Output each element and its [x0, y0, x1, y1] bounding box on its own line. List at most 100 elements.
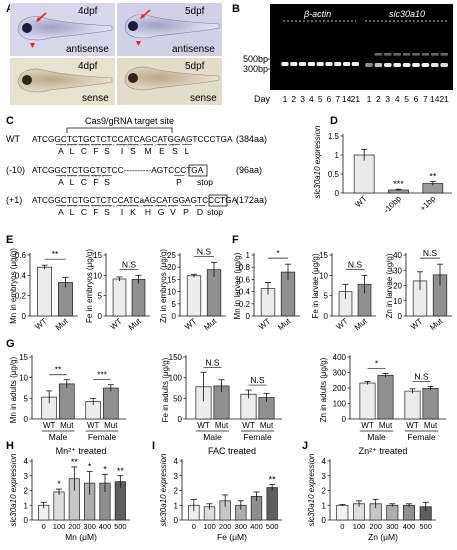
x-tick-label: 0 — [340, 522, 344, 531]
gel-band — [431, 53, 439, 56]
y-tick-label: 4 — [174, 457, 179, 466]
x-tick-label: Mut — [104, 421, 118, 430]
y-tick-label: 3 — [174, 472, 179, 481]
significance-mark: * — [375, 358, 379, 368]
lane-label: 3 — [300, 94, 305, 104]
tile-4dpf-sense: 4dpf sense — [10, 58, 115, 105]
lane-label: 1 — [367, 94, 372, 104]
x-tick-label: Mut — [353, 316, 370, 332]
chart-panel-i: 0 1 2 3 4 slc30a10 expression 0 100 200 300 400 500… — [159, 446, 282, 542]
bar — [102, 387, 119, 420]
group-label: Female — [407, 432, 436, 442]
bar — [402, 504, 416, 521]
y-axis-label: Fe in embryos (μg/g) — [85, 249, 94, 323]
y-tick-label: 0 — [398, 312, 403, 321]
significance-mark: * — [103, 464, 107, 474]
gel-band — [374, 63, 383, 67]
y-tick-label: 0.6 — [239, 275, 251, 284]
y-tick-label: 0 — [98, 312, 103, 321]
x-tick-label: 0 — [42, 522, 46, 531]
amino-acid-label: S — [104, 207, 110, 217]
y-tick-label: 0.5 — [328, 170, 340, 179]
amino-acid-label: A — [58, 177, 64, 187]
x-tick-label: 100 — [53, 522, 66, 531]
significance-mark: *** — [393, 179, 404, 189]
y-tick-label: 5 — [24, 394, 29, 403]
y-tick-label: 1.5 — [328, 132, 340, 141]
target-site-title: Cas9/gRNA target site — [85, 116, 174, 126]
amino-acid-label: C — [81, 146, 87, 156]
y-tick-label: 5 — [172, 300, 177, 309]
amino-acid-label: D — [197, 207, 203, 217]
significance-mark: * — [88, 461, 92, 471]
chart-panel-h: 0 1 2 3 4 slc30a10 expression 0 100 * 200 ** 300 * 40… — [9, 446, 130, 542]
triangle-marker-icon — [136, 41, 141, 46]
x-tick-label: WT — [33, 317, 48, 332]
x-tick-label: WT — [43, 421, 56, 430]
gel-band — [440, 63, 448, 67]
eye — [128, 21, 138, 31]
panel-letter-g: G — [6, 338, 15, 350]
lane-label: 2 — [376, 94, 381, 104]
y-axis-label: Zn in adults (μg/g) — [319, 357, 328, 422]
y-axis-label: Zn in embryos (μg/g) — [159, 249, 168, 323]
amino-acid-label: H — [145, 207, 151, 217]
amino-acid-label: A — [58, 207, 64, 217]
y-tick-label: 1 — [24, 501, 29, 510]
row-tag-minus10: (-10) — [6, 165, 25, 175]
y-tick-label: 0 — [342, 415, 347, 424]
bar — [386, 504, 399, 521]
y-tick-label: 4 — [322, 457, 327, 466]
tile-4dpf-antisense: 4dpf antisense — [10, 3, 115, 56]
amino-acid-label: stop — [207, 207, 223, 217]
gel-band — [384, 53, 392, 56]
x-tick-label: 400 — [99, 522, 112, 531]
y-tick-label: 1 — [174, 501, 179, 510]
amino-acid-label: I — [121, 146, 123, 156]
x-tick-label: 500 — [266, 522, 279, 531]
stop-codon-box — [208, 194, 228, 207]
y-tick-label: 10 — [167, 288, 176, 297]
amino-acid-label: C — [81, 207, 87, 217]
y-tick-label: 20 — [167, 263, 176, 272]
tile-probe-label: sense — [190, 93, 217, 104]
bar — [422, 387, 439, 420]
x-tick-label: 300 — [83, 522, 96, 531]
gel-band — [402, 53, 411, 56]
y-tick-label: 0 — [324, 312, 329, 321]
chart-panel-j: 0 1 2 3 4 slc30a10 expression 0 100 200 300 400 500… — [307, 446, 436, 542]
y-tick-label: 25 — [167, 251, 176, 260]
gene-label-beta-actin: β-actin — [303, 9, 331, 19]
amino-acid-label: C — [81, 177, 87, 187]
y-tick-label: 0 — [22, 312, 27, 321]
gel-band — [421, 53, 430, 56]
x-tick-label: 400 — [250, 522, 263, 531]
amino-acid-label: V — [170, 207, 176, 217]
amino-acid-label: L — [70, 146, 75, 156]
gel-band — [393, 63, 401, 67]
y-tick-label: 2 — [24, 487, 29, 496]
x-tick-label: WT — [361, 421, 374, 430]
gene-label-slc30a10: slc30a10 — [389, 9, 425, 19]
amino-acid-label: P — [183, 207, 189, 217]
x-tick-label: Mut — [127, 316, 144, 332]
x-tick-label: WT — [183, 317, 198, 332]
significance-mark: ** — [429, 172, 437, 182]
y-tick-label: 1 — [335, 151, 340, 160]
tile-stage-label: 4dpf — [78, 61, 98, 72]
amino-acid-label: S — [104, 177, 110, 187]
bar — [112, 278, 127, 317]
length-minus10: (96aa) — [236, 165, 262, 175]
lane-label: 1 — [283, 94, 288, 104]
gel-panel: β-actin slc30a10 500bp 300bp Day 1 12 23 34… — [243, 4, 453, 104]
x-tick-label: 400 — [403, 522, 416, 531]
y-tick-label: 0.6 — [15, 251, 27, 260]
y-tick-label: 5 — [324, 292, 329, 301]
sequence-plus1: ATCGGCTCTGCTCTCCATCaAGCATGGAGTCCCTGA — [32, 195, 238, 205]
x-tick-label: 200 — [219, 522, 232, 531]
gel-band — [393, 53, 401, 56]
amino-acid-label: P — [176, 177, 182, 187]
